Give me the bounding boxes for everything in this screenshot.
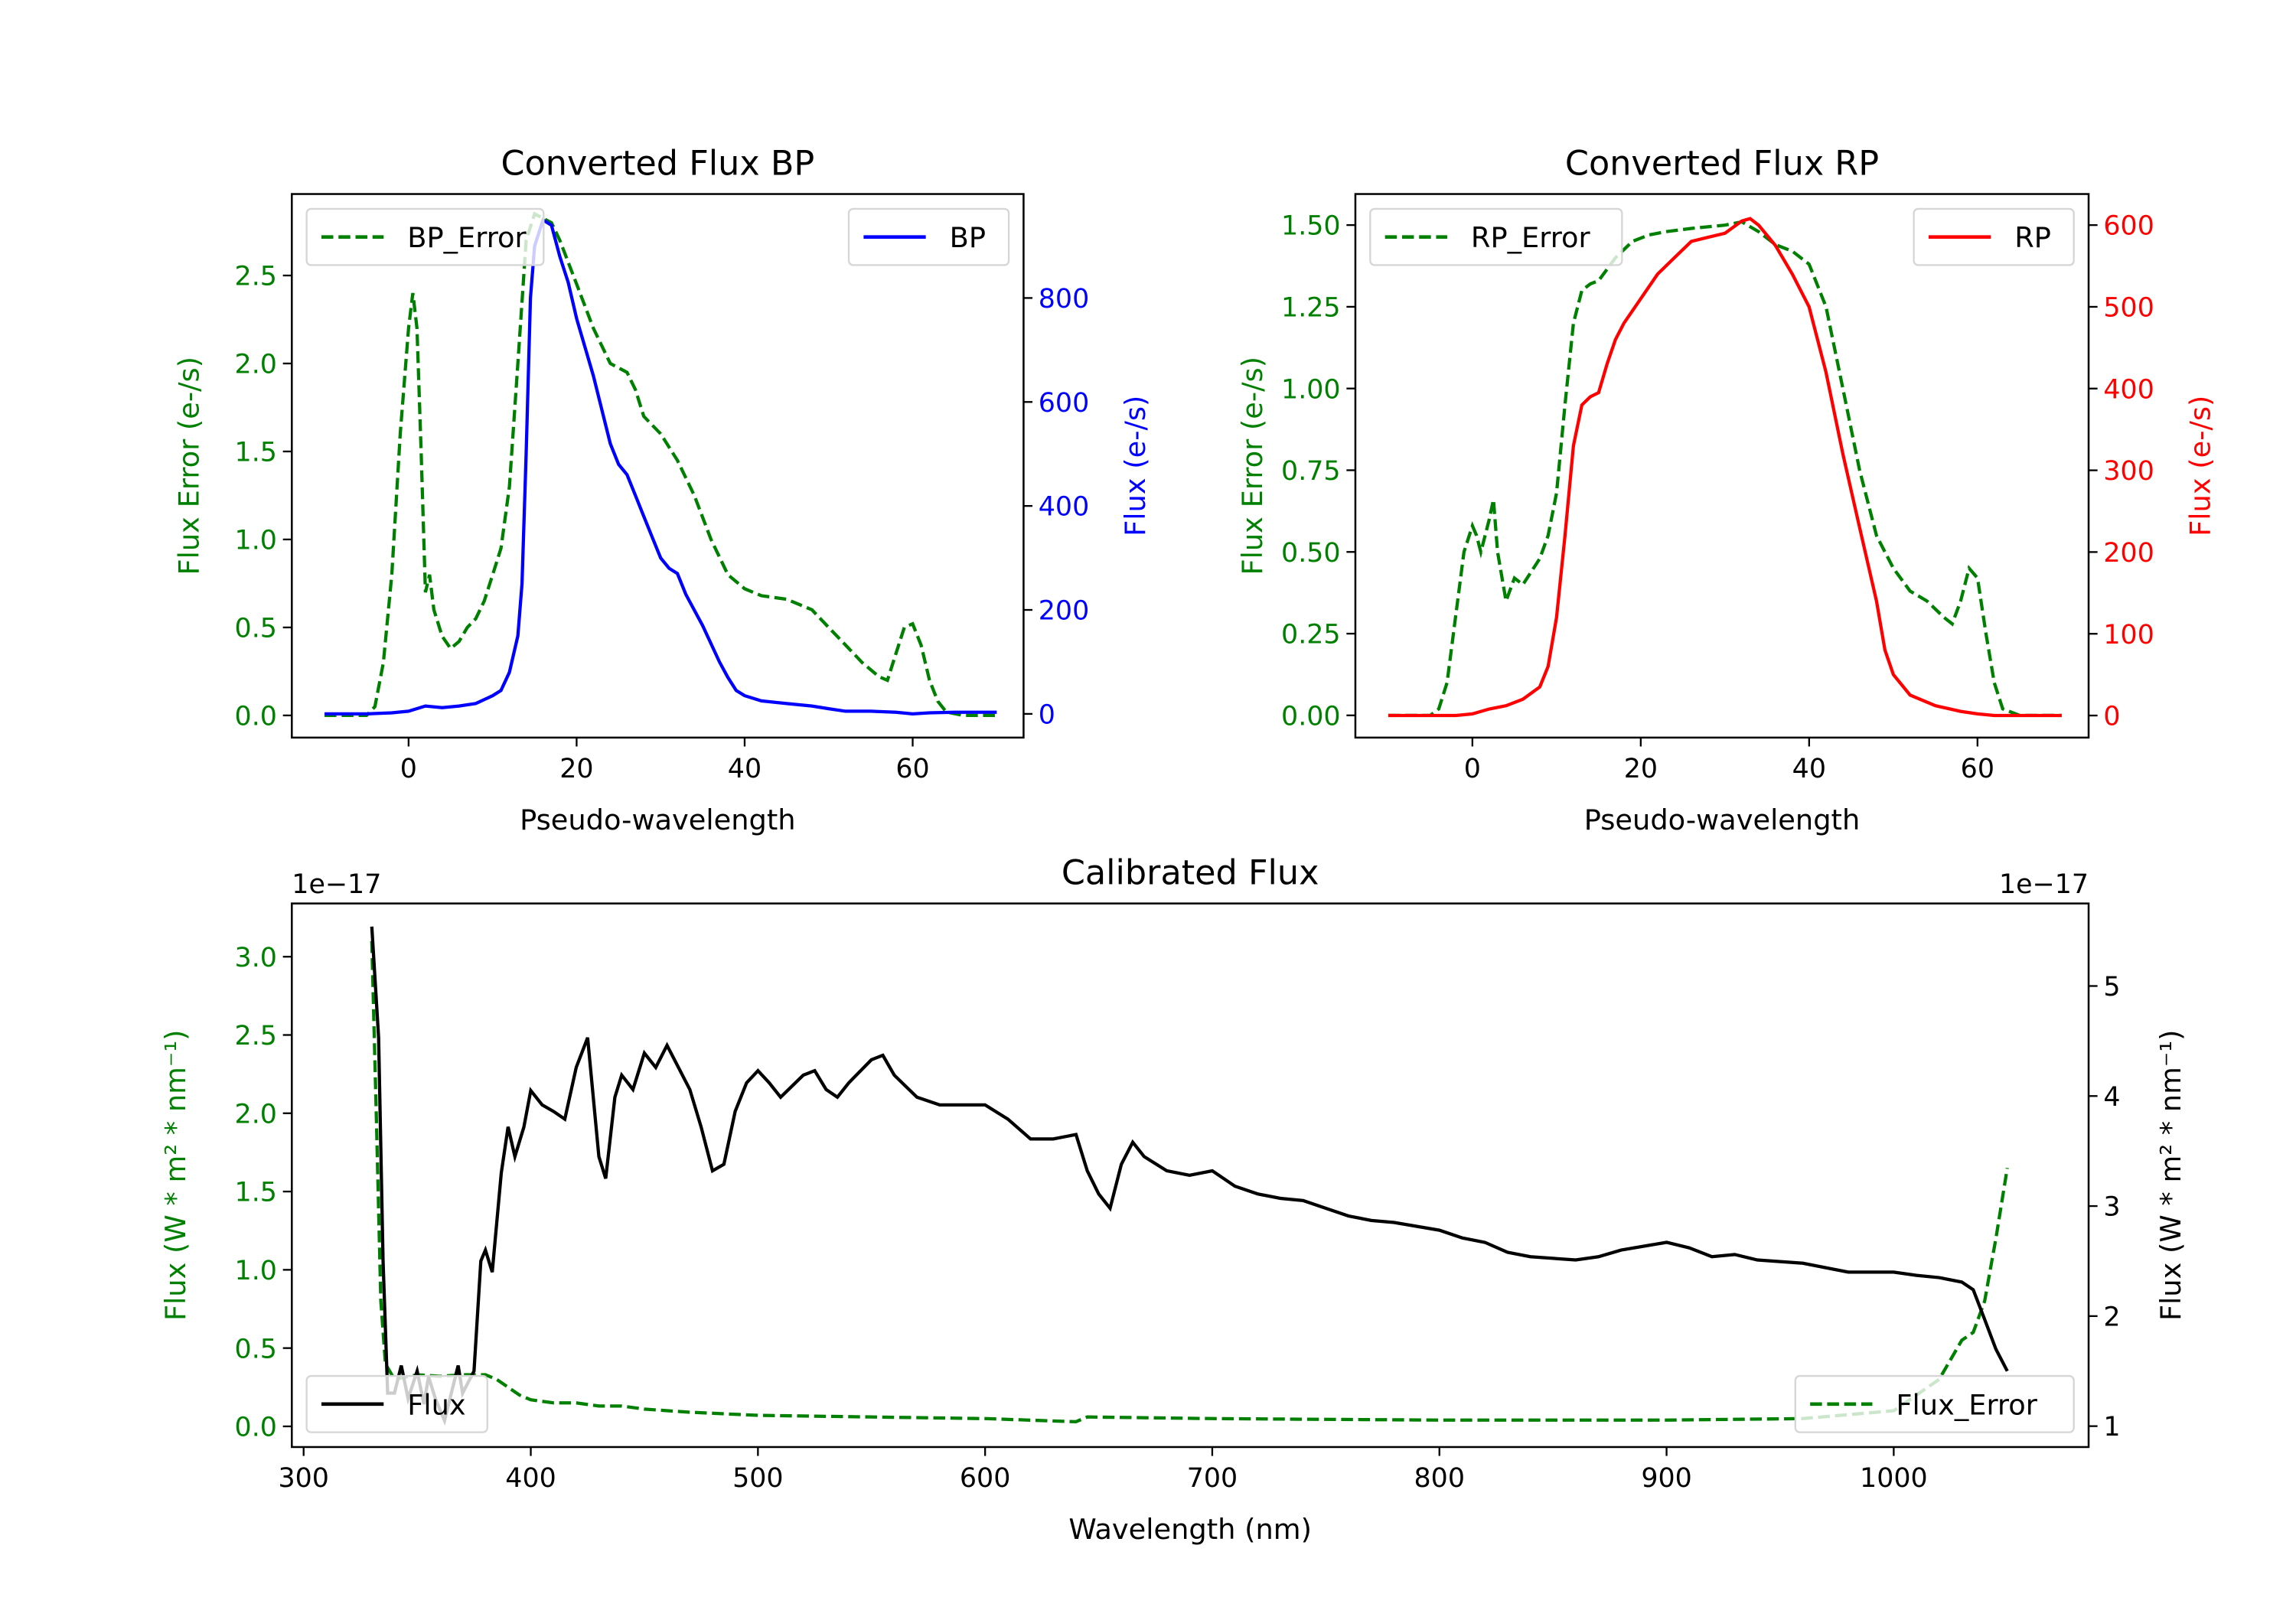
axes-frame (291, 193, 1025, 739)
chart-title: Converted Flux RP (1565, 144, 1879, 183)
x-axis-label: Pseudo-wavelength (520, 804, 796, 836)
y-right-axis-label: Flux (e-/s) (1119, 396, 1152, 536)
y-right-tick-label: 0 (2103, 702, 2120, 732)
series-line-bp (325, 217, 997, 716)
y-left-tick-label: 1.5 (235, 1178, 277, 1208)
y-right-tick-label: 4 (2103, 1082, 2120, 1113)
legend-label: Flux_Error (1896, 1388, 2037, 1421)
series-line-bp_error (325, 211, 997, 717)
x-axis-label: Pseudo-wavelength (1584, 804, 1861, 836)
y-left-tick-label: 0.0 (235, 701, 277, 732)
x-tick-label: 400 (505, 1463, 556, 1494)
y-right-tick-label: 300 (2103, 456, 2154, 487)
y-left-tick-label: 2.0 (235, 1099, 277, 1129)
y-left-axis-label: Flux Error (e-/s) (1236, 357, 1269, 575)
legend-label: RP (2014, 221, 2051, 254)
chart-title: Calibrated Flux (1062, 853, 1319, 892)
y-left-tick-label: 0.50 (1281, 538, 1341, 569)
legend-label: RP_Error (1471, 221, 1591, 254)
y-right-tick-label: 600 (2103, 211, 2154, 242)
legend-right: Flux_Error (1794, 1374, 2075, 1433)
y-right-axis-label: Flux (e-/s) (2184, 396, 2217, 536)
y-left-tick-label: 2.5 (235, 1021, 277, 1051)
legend-label: BP_Error (407, 221, 527, 254)
legend-right: BP (847, 207, 1010, 266)
y-left-tick-label: 0.00 (1281, 701, 1341, 732)
x-tick-label: 800 (1414, 1463, 1465, 1494)
y-left-tick-label: 1.50 (1281, 211, 1341, 242)
legend-frame (305, 207, 545, 266)
series-line-rp (1388, 217, 2062, 718)
y-left-tick-label: 1.0 (235, 526, 277, 556)
rp-chart: 0 20 40 60 0.00 0.25 0.50 0.75 1.00 1.25 1.50 0 100 2… (1236, 144, 2217, 836)
x-tick-label: 20 (1624, 754, 1658, 784)
chart-title: Converted Flux BP (501, 144, 814, 183)
y-right-tick-label: 600 (1039, 388, 1089, 419)
x-tick-label: 60 (895, 754, 929, 784)
y-right-offset-text: 1e−17 (1999, 869, 2089, 900)
x-tick-label: 300 (278, 1463, 328, 1494)
y-right-tick-label: 100 (2103, 620, 2154, 650)
y-right-tick-label: 400 (2103, 374, 2154, 405)
y-left-tick-label: 0.0 (235, 1413, 277, 1443)
x-tick-label: 900 (1641, 1463, 1691, 1494)
x-tick-label: 40 (1792, 754, 1826, 784)
legend-left: BP_Error (305, 207, 545, 266)
x-tick-label: 40 (728, 754, 762, 784)
y-right-tick-label: 400 (1039, 492, 1089, 523)
legend-frame (1913, 207, 2075, 266)
y-right-tick-label: 5 (2103, 972, 2120, 1002)
y-left-tick-label: 0.5 (235, 1334, 277, 1364)
y-right-tick-label: 3 (2103, 1192, 2120, 1223)
x-tick-label: 500 (732, 1463, 783, 1494)
x-tick-label: 0 (400, 754, 417, 784)
axes-frame (291, 902, 2090, 1449)
x-tick-label: 1000 (1860, 1463, 1928, 1494)
y-left-tick-label: 3.0 (235, 943, 277, 973)
y-left-tick-label: 1.25 (1281, 292, 1341, 323)
y-left-tick-label: 1.0 (235, 1256, 277, 1286)
x-tick-label: 20 (559, 754, 593, 784)
y-right-tick-label: 200 (2103, 538, 2154, 569)
x-tick-label: 0 (1464, 754, 1481, 784)
legend-left: RP_Error (1369, 207, 1623, 266)
y-right-tick-label: 500 (2103, 293, 2154, 324)
cal-chart: 300 400 500 600 700 800 900 1000 0.0 0.5 1.0 1.5 2.0… (159, 853, 2187, 1545)
y-left-tick-label: 0.75 (1281, 456, 1341, 487)
legend-frame (305, 1374, 488, 1433)
y-right-tick-label: 1 (2103, 1412, 2120, 1442)
series-line-rp_error (1388, 220, 2062, 717)
y-right-tick-label: 0 (1039, 699, 1055, 730)
x-tick-label: 600 (960, 1463, 1010, 1494)
legend-frame (847, 207, 1010, 266)
y-left-axis-label: Flux Error (e-/s) (172, 357, 205, 575)
legend-right: RP (1913, 207, 2075, 266)
y-left-tick-label: 1.5 (235, 438, 277, 468)
legend-frame (1794, 1374, 2075, 1433)
x-axis-label: Wavelength (nm) (1068, 1513, 1312, 1546)
bp-chart: 0 20 40 60 0.0 0.5 1.0 1.5 2.0 2.5 0 200 400 600 800 Co… (172, 144, 1152, 836)
legend-label: Flux (407, 1388, 465, 1421)
x-tick-label: 60 (1961, 754, 1994, 784)
series-line-flux_error (370, 940, 2009, 1424)
y-left-tick-label: 0.5 (235, 614, 277, 644)
legend-left: Flux (305, 1374, 488, 1433)
legend-frame (1369, 207, 1623, 266)
y-left-tick-label: 2.5 (235, 262, 277, 292)
y-left-tick-label: 1.00 (1281, 374, 1341, 405)
y-left-tick-label: 2.0 (235, 350, 277, 380)
y-right-tick-label: 800 (1039, 284, 1089, 315)
y-right-tick-label: 2 (2103, 1302, 2120, 1332)
series-line-flux (370, 926, 2009, 1426)
axes-frame (1354, 193, 2090, 739)
legend-label: BP (950, 221, 986, 254)
y-right-tick-label: 200 (1039, 596, 1089, 627)
y-right-axis-label: Flux (W * m² * nm⁻¹) (2154, 1030, 2187, 1321)
y-left-axis-label: Flux (W * m² * nm⁻¹) (159, 1030, 192, 1321)
y-left-tick-label: 0.25 (1281, 620, 1341, 650)
x-tick-label: 700 (1187, 1463, 1238, 1494)
y-left-offset-text: 1e−17 (292, 869, 381, 900)
